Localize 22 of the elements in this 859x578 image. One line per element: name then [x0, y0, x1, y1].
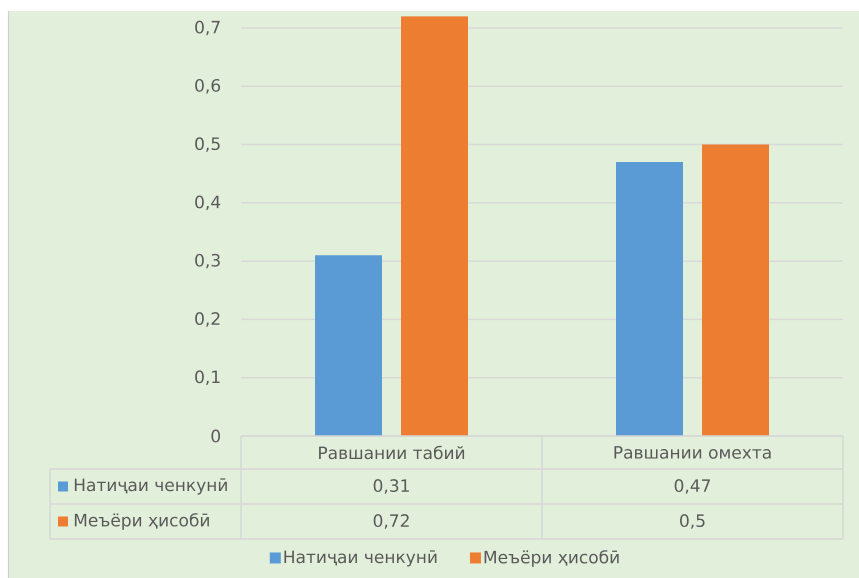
bar	[616, 162, 684, 436]
y-tick-label: 0,5	[195, 137, 220, 152]
bar	[315, 255, 382, 436]
bar	[401, 16, 468, 436]
y-tick-label: 0	[211, 430, 220, 442]
data-label: 0,31	[374, 479, 409, 494]
data-label: 0,72	[374, 514, 409, 529]
x-tick-label: Равшании омехта	[614, 446, 771, 459]
text: Натиҷаи ченкунӣ	[284, 550, 436, 567]
y-tick-label: 0,1	[195, 370, 220, 385]
data-label: 0,5	[680, 514, 705, 529]
y-tick-label: 0,7	[195, 20, 220, 36]
legend-label: Натиҷаи ченкунӣ	[74, 478, 227, 495]
bar	[702, 144, 769, 436]
text: Меъёри ҳисобӣ	[74, 513, 209, 530]
data-label: 0,47	[674, 479, 710, 494]
y-tick-label: 0,4	[195, 196, 220, 210]
x-tick-label: Равшании табий	[319, 446, 464, 460]
y-tick-label: 0,2	[195, 312, 220, 327]
legend-label: Меъёри ҳисобӣ	[484, 550, 619, 567]
y-tick-label: 0,6	[195, 78, 220, 94]
y-tick-label: 0,3	[195, 254, 220, 268]
